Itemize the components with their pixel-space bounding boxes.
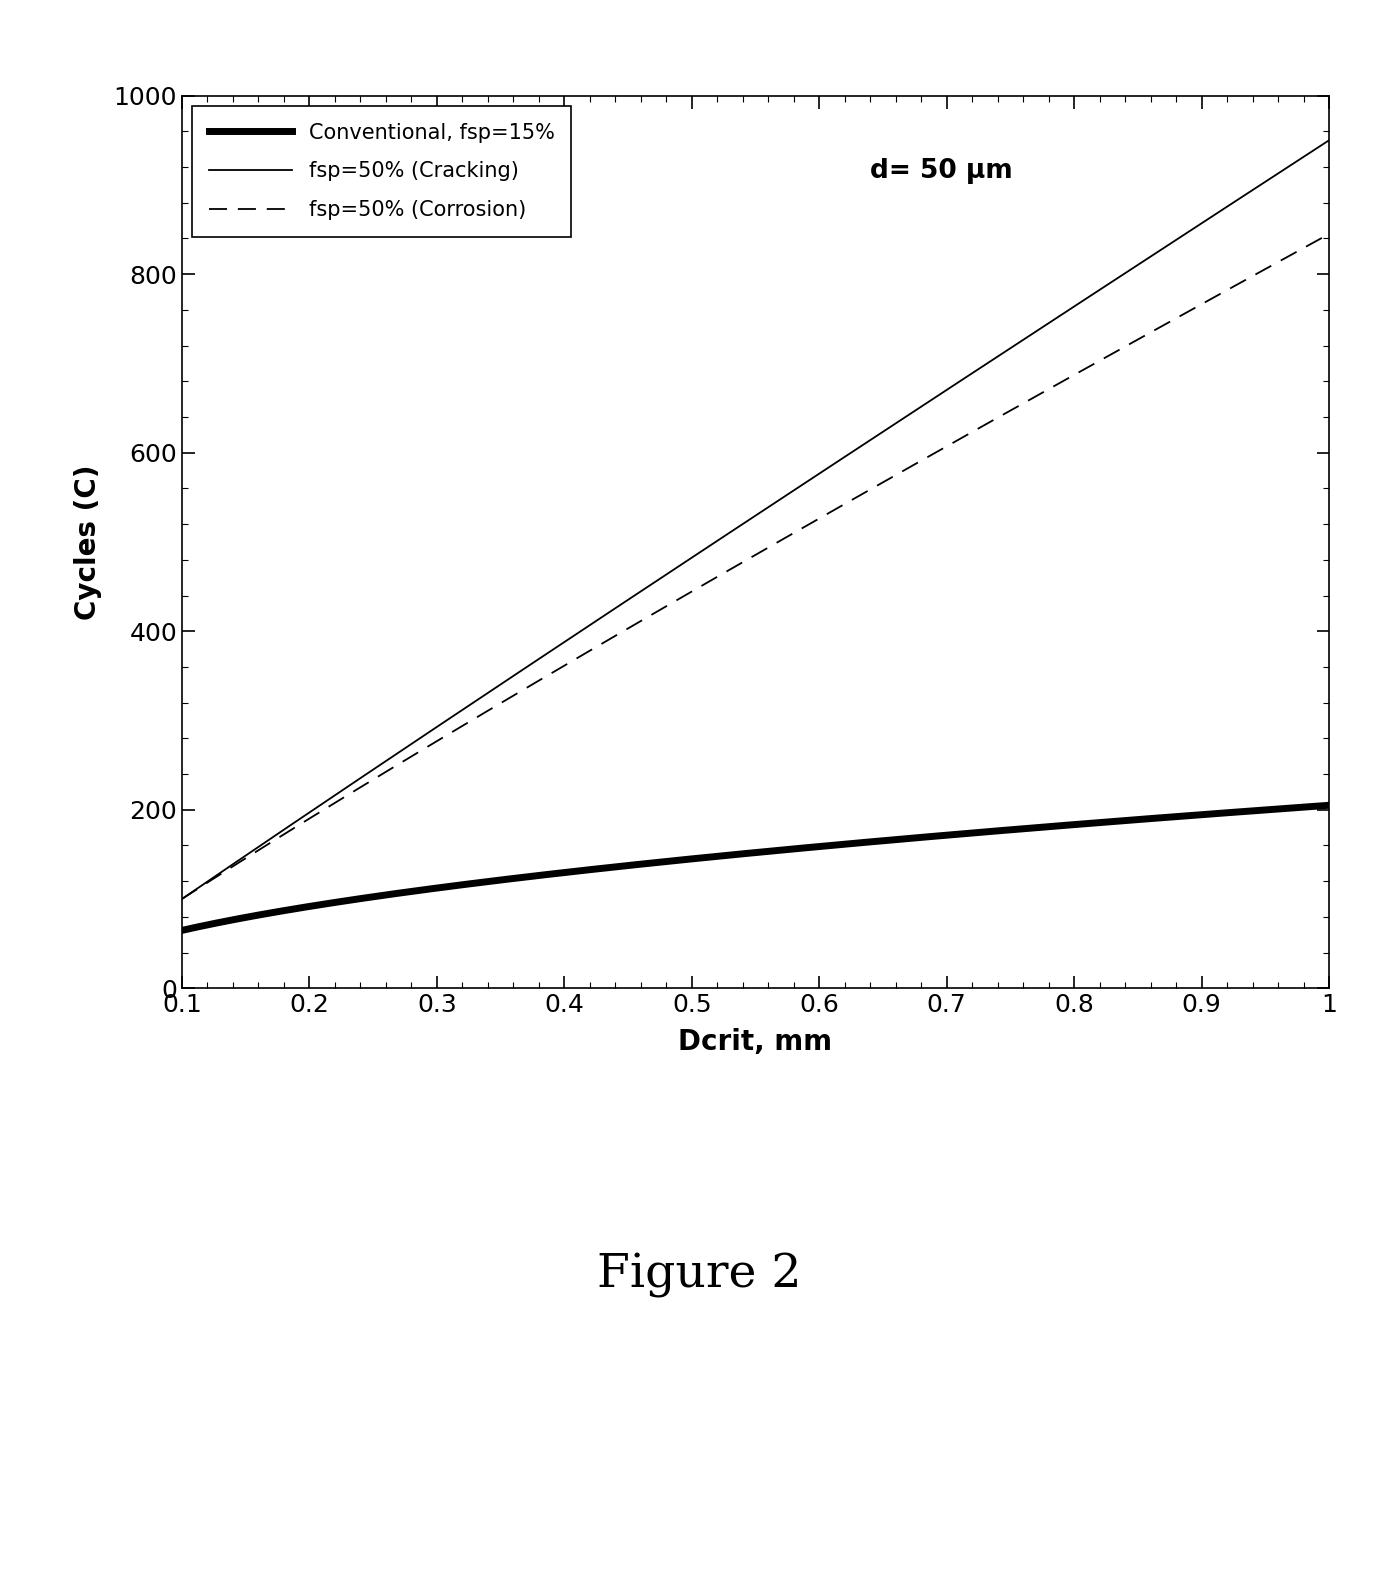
- Conventional, fsp=15%: [718, 846, 734, 866]
- fsp=50% (Corrosion): [173, 889, 190, 909]
- fsp=50% (Corrosion): [1114, 338, 1130, 357]
- Line: fsp=50% (Cracking): fsp=50% (Cracking): [182, 140, 1329, 899]
- Line: fsp=50% (Corrosion): fsp=50% (Corrosion): [182, 234, 1329, 899]
- Text: d= 50 μm: d= 50 μm: [870, 158, 1013, 185]
- fsp=50% (Cracking): [725, 521, 741, 540]
- Text: Figure 2: Figure 2: [597, 1253, 802, 1298]
- fsp=50% (Cracking): [718, 524, 734, 544]
- Y-axis label: Cycles (C): Cycles (C): [74, 464, 102, 620]
- fsp=50% (Cracking): [173, 889, 190, 909]
- Conventional, fsp=15%: [1321, 795, 1337, 815]
- Line: Conventional, fsp=15%: Conventional, fsp=15%: [182, 805, 1329, 931]
- Conventional, fsp=15%: [1114, 811, 1130, 830]
- Conventional, fsp=15%: [1293, 797, 1309, 816]
- Legend: Conventional, fsp=15%, fsp=50% (Cracking), fsp=50% (Corrosion): Conventional, fsp=15%, fsp=50% (Cracking…: [192, 107, 572, 238]
- fsp=50% (Corrosion): [856, 483, 873, 502]
- fsp=50% (Cracking): [1293, 148, 1309, 167]
- fsp=50% (Cracking): [795, 475, 811, 494]
- fsp=50% (Cracking): [1114, 266, 1130, 285]
- Conventional, fsp=15%: [856, 832, 873, 851]
- fsp=50% (Cracking): [1321, 131, 1337, 150]
- fsp=50% (Cracking): [856, 434, 873, 453]
- Conventional, fsp=15%: [725, 845, 741, 864]
- Conventional, fsp=15%: [795, 838, 811, 858]
- fsp=50% (Corrosion): [1321, 225, 1337, 244]
- fsp=50% (Corrosion): [1293, 239, 1309, 258]
- Conventional, fsp=15%: [173, 921, 190, 940]
- fsp=50% (Corrosion): [718, 561, 734, 580]
- X-axis label: Dcrit, mm: Dcrit, mm: [679, 1028, 832, 1057]
- fsp=50% (Corrosion): [795, 518, 811, 537]
- fsp=50% (Corrosion): [725, 558, 741, 577]
